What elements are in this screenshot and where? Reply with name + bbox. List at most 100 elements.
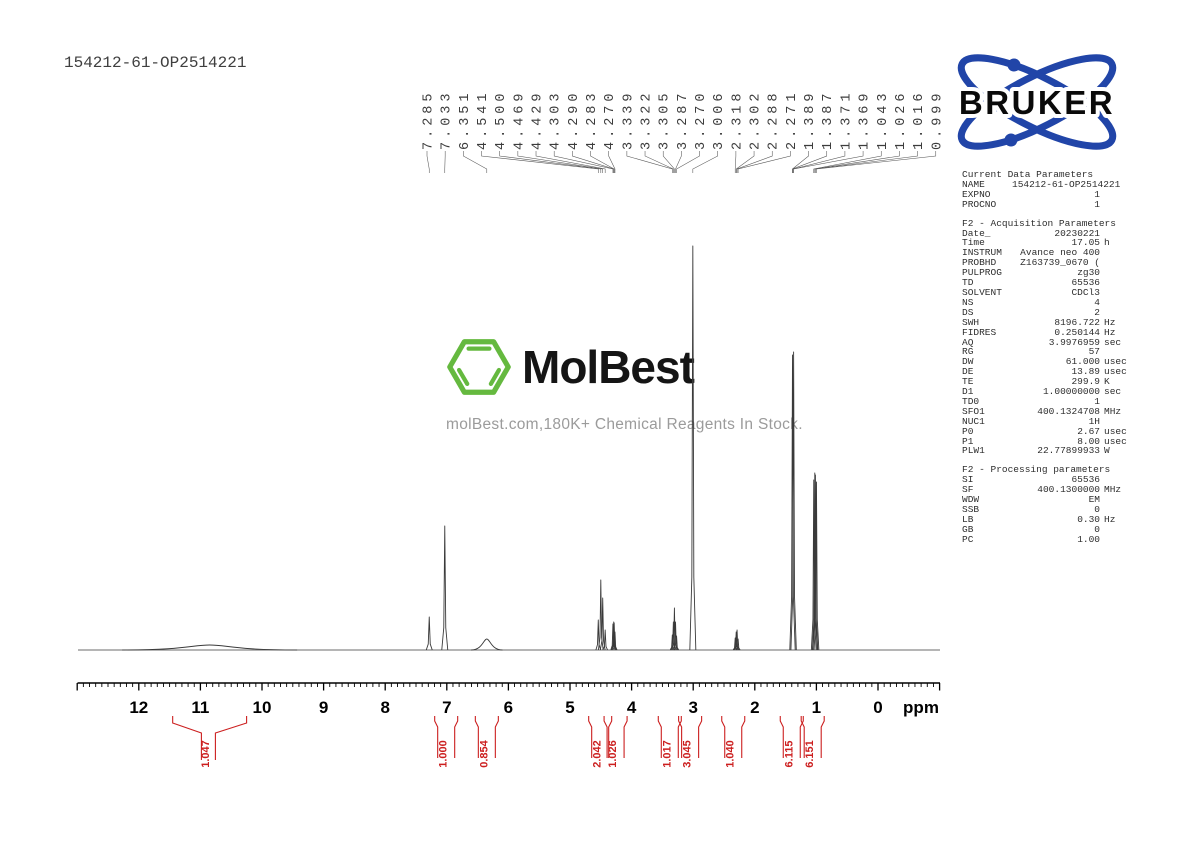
parameter-row: GB 0 [962,523,1134,535]
parameter-key: TD0 [962,395,980,407]
parameter-key: P0 [962,425,974,437]
bruker-orbit-icon [957,54,1117,150]
peak-label: 2.302 [749,89,764,150]
parameter-row: Time 17.05 h [962,238,1134,248]
peak-label-connector [735,151,755,173]
parameter-row: D1 1.00000000 sec [962,387,1134,397]
parameter-key: NS [962,296,974,308]
parameter-section: F2 - Acquisition Parameters Date_ 20230221… [962,217,1134,457]
x-axis-tick-label: 11 [191,698,209,717]
parameter-key: SOLVENT [962,286,1002,298]
integral-bracket [608,716,613,758]
spectrum-peak [441,525,449,651]
spectrum-peak [425,616,433,651]
integral-value: 1.017 [661,740,673,768]
parameter-row: DS 2 [962,307,1134,318]
integral-bracket [800,716,805,758]
peak-label-connector [662,151,675,173]
parameter-row: TD0 1 [962,397,1134,407]
parameter-row: SF 400.1300000 MHz [962,485,1134,495]
peak-label-connector [676,151,700,173]
parameter-value: 400.1300000 [1037,484,1100,496]
spectrum-peak [674,635,680,651]
integral-bracket [494,716,499,758]
parameter-value: 400.1324708 [1037,405,1100,417]
bruker-logo: BRUKER [948,52,1128,154]
peak-label-connector [590,151,615,173]
parameter-key: LB [962,513,974,525]
parameter-unit: MHz [1104,405,1122,417]
peak-label: 4.429 [531,89,546,150]
integral-value: 6.115 [783,741,795,768]
parameter-unit: K [1104,376,1110,388]
parameter-row: EXPNO 1 [962,188,1134,200]
parameter-value: 61.000 [1065,356,1100,368]
peak-label-connector [426,151,430,173]
x-axis-tick-label: 4 [627,698,637,717]
parameter-value: 1 [1094,198,1100,210]
parameter-row: WDW EM [962,495,1134,505]
parameter-row: SFO1 400.1324708 MHz [962,405,1134,417]
parameter-key: PC [962,533,974,545]
peak-label: 4.469 [512,89,527,150]
parameter-key: INSTRUM [962,247,1002,259]
parameter-key: EXPNO [962,188,991,200]
parameter-unit: Hz [1104,326,1116,338]
integral-bracket [741,716,746,758]
x-axis-tick-label: 3 [688,698,697,717]
parameter-section-title: F2 - Acquisition Parameters [962,217,1116,229]
x-axis-tick-label: 7 [442,698,451,717]
integral-bracket [779,716,784,758]
spectrum-peak [732,637,738,651]
parameter-row: TE 299.9 K [962,377,1134,387]
parameter-value: 0 [1094,504,1100,515]
spectrum-peak [612,631,618,651]
peak-label: 4.283 [585,89,600,150]
spectrum-peak [790,351,797,651]
peak-label: 3.305 [658,89,673,150]
parameter-section: Current Data Parameters NAME 154212-61-OP2… [962,170,1134,210]
parameter-key: SSB [962,504,980,515]
peak-label-connector [793,151,864,173]
spectrum-peak [471,638,503,651]
parameter-unit: usec [1104,435,1127,447]
peak-label: 4.541 [476,89,491,150]
parameter-value: 8196.722 [1054,316,1100,328]
parameter-value: EM [1088,494,1100,506]
parameter-value: CDCl3 [1071,286,1100,298]
peak-label: 3.006 [712,89,727,150]
parameter-key: DW [962,356,974,368]
spectrum-peak [672,621,679,651]
parameter-value: 20230221 [1054,227,1100,239]
parameter-key: TD [962,277,974,289]
peak-label: 4.303 [549,89,564,150]
peak-label-connector [736,151,773,173]
x-axis-tick-label: 6 [504,698,513,717]
peak-label-connector [792,151,809,173]
parameter-row: P0 2.67 usec [962,425,1134,437]
parameter-key: SF [962,484,974,496]
integral-bracket [678,716,683,758]
parameters-panel: Current Data Parameters NAME 154212-61-OP2… [962,170,1134,554]
parameter-row: PROBHD Z163739_0670 ( [962,258,1134,268]
integral-bracket [588,716,593,758]
parameter-value: 8.00 [1077,435,1100,447]
parameter-key: TE [962,376,974,388]
spectrum-peak [599,597,606,651]
parameter-row: NS 4 [962,296,1134,308]
parameter-section: F2 - Processing parameters SI 65536 SF 400.1… [962,465,1134,544]
parameter-row: AQ 3.9976959 sec [962,337,1134,348]
sample-id-title: 154212-61-OP2514221 [64,54,247,72]
x-axis-tick-label: 2 [750,698,759,717]
parameter-key: DE [962,366,974,378]
integral-value: 3.045 [682,740,694,768]
peak-label-connector [535,151,606,173]
peak-label: 3.322 [640,89,655,150]
spectrum-peak [734,629,740,651]
parameter-key: SFO1 [962,405,985,417]
integral-bracket [698,716,703,758]
parameter-value: 0.30 [1077,513,1100,525]
parameter-key: GB [962,523,974,535]
parameter-unit: usec [1104,366,1127,378]
integral-bracket [434,716,439,758]
